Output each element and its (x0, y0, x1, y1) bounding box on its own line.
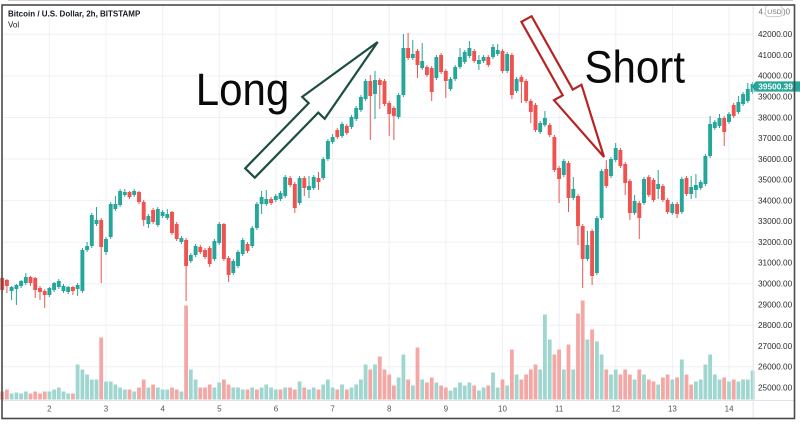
svg-text:8: 8 (387, 405, 392, 414)
svg-text:30000.00: 30000.00 (758, 280, 793, 289)
svg-text:33000.00: 33000.00 (758, 217, 793, 226)
svg-text:4.: 4. (759, 8, 766, 17)
svg-text:32000.00: 32000.00 (758, 238, 793, 247)
svg-text:29000.00: 29000.00 (758, 300, 793, 309)
svg-text:35000.00: 35000.00 (758, 176, 793, 185)
svg-text:)0: )0 (783, 8, 791, 17)
svg-text:4: 4 (160, 405, 165, 414)
svg-text:9: 9 (444, 405, 449, 414)
svg-text:12: 12 (611, 405, 620, 414)
svg-text:2: 2 (47, 405, 52, 414)
svg-text:36000.00: 36000.00 (758, 155, 793, 164)
svg-text:42000.00: 42000.00 (758, 30, 793, 39)
svg-text:10: 10 (498, 405, 507, 414)
svg-text:11: 11 (555, 405, 564, 414)
svg-text:27000.00: 27000.00 (758, 342, 793, 351)
svg-text:39000.00: 39000.00 (758, 93, 793, 102)
svg-text:Long: Long (196, 64, 289, 115)
svg-text:26000.00: 26000.00 (758, 363, 793, 372)
svg-text:14: 14 (725, 405, 734, 414)
svg-text:Short: Short (585, 41, 686, 92)
svg-text:Vol: Vol (8, 21, 19, 30)
svg-text:13: 13 (668, 405, 677, 414)
svg-text:37000.00: 37000.00 (758, 134, 793, 143)
svg-text:7: 7 (330, 405, 335, 414)
svg-text:USD: USD (767, 9, 781, 16)
svg-text:34000.00: 34000.00 (758, 196, 793, 205)
svg-text:39500.39: 39500.39 (758, 81, 793, 91)
svg-text:5: 5 (217, 405, 222, 414)
svg-text:38000.00: 38000.00 (758, 113, 793, 122)
svg-text:41000.00: 41000.00 (758, 51, 793, 60)
svg-text:Bitcoin / U.S. Dollar, 2h, BIT: Bitcoin / U.S. Dollar, 2h, BITSTAMP (8, 10, 141, 19)
svg-text:25000.00: 25000.00 (758, 383, 793, 392)
svg-text:40000.00: 40000.00 (758, 72, 793, 81)
svg-text:31000.00: 31000.00 (758, 259, 793, 268)
svg-text:28000.00: 28000.00 (758, 321, 793, 330)
svg-text:6: 6 (274, 405, 279, 414)
svg-text:3: 3 (104, 405, 109, 414)
